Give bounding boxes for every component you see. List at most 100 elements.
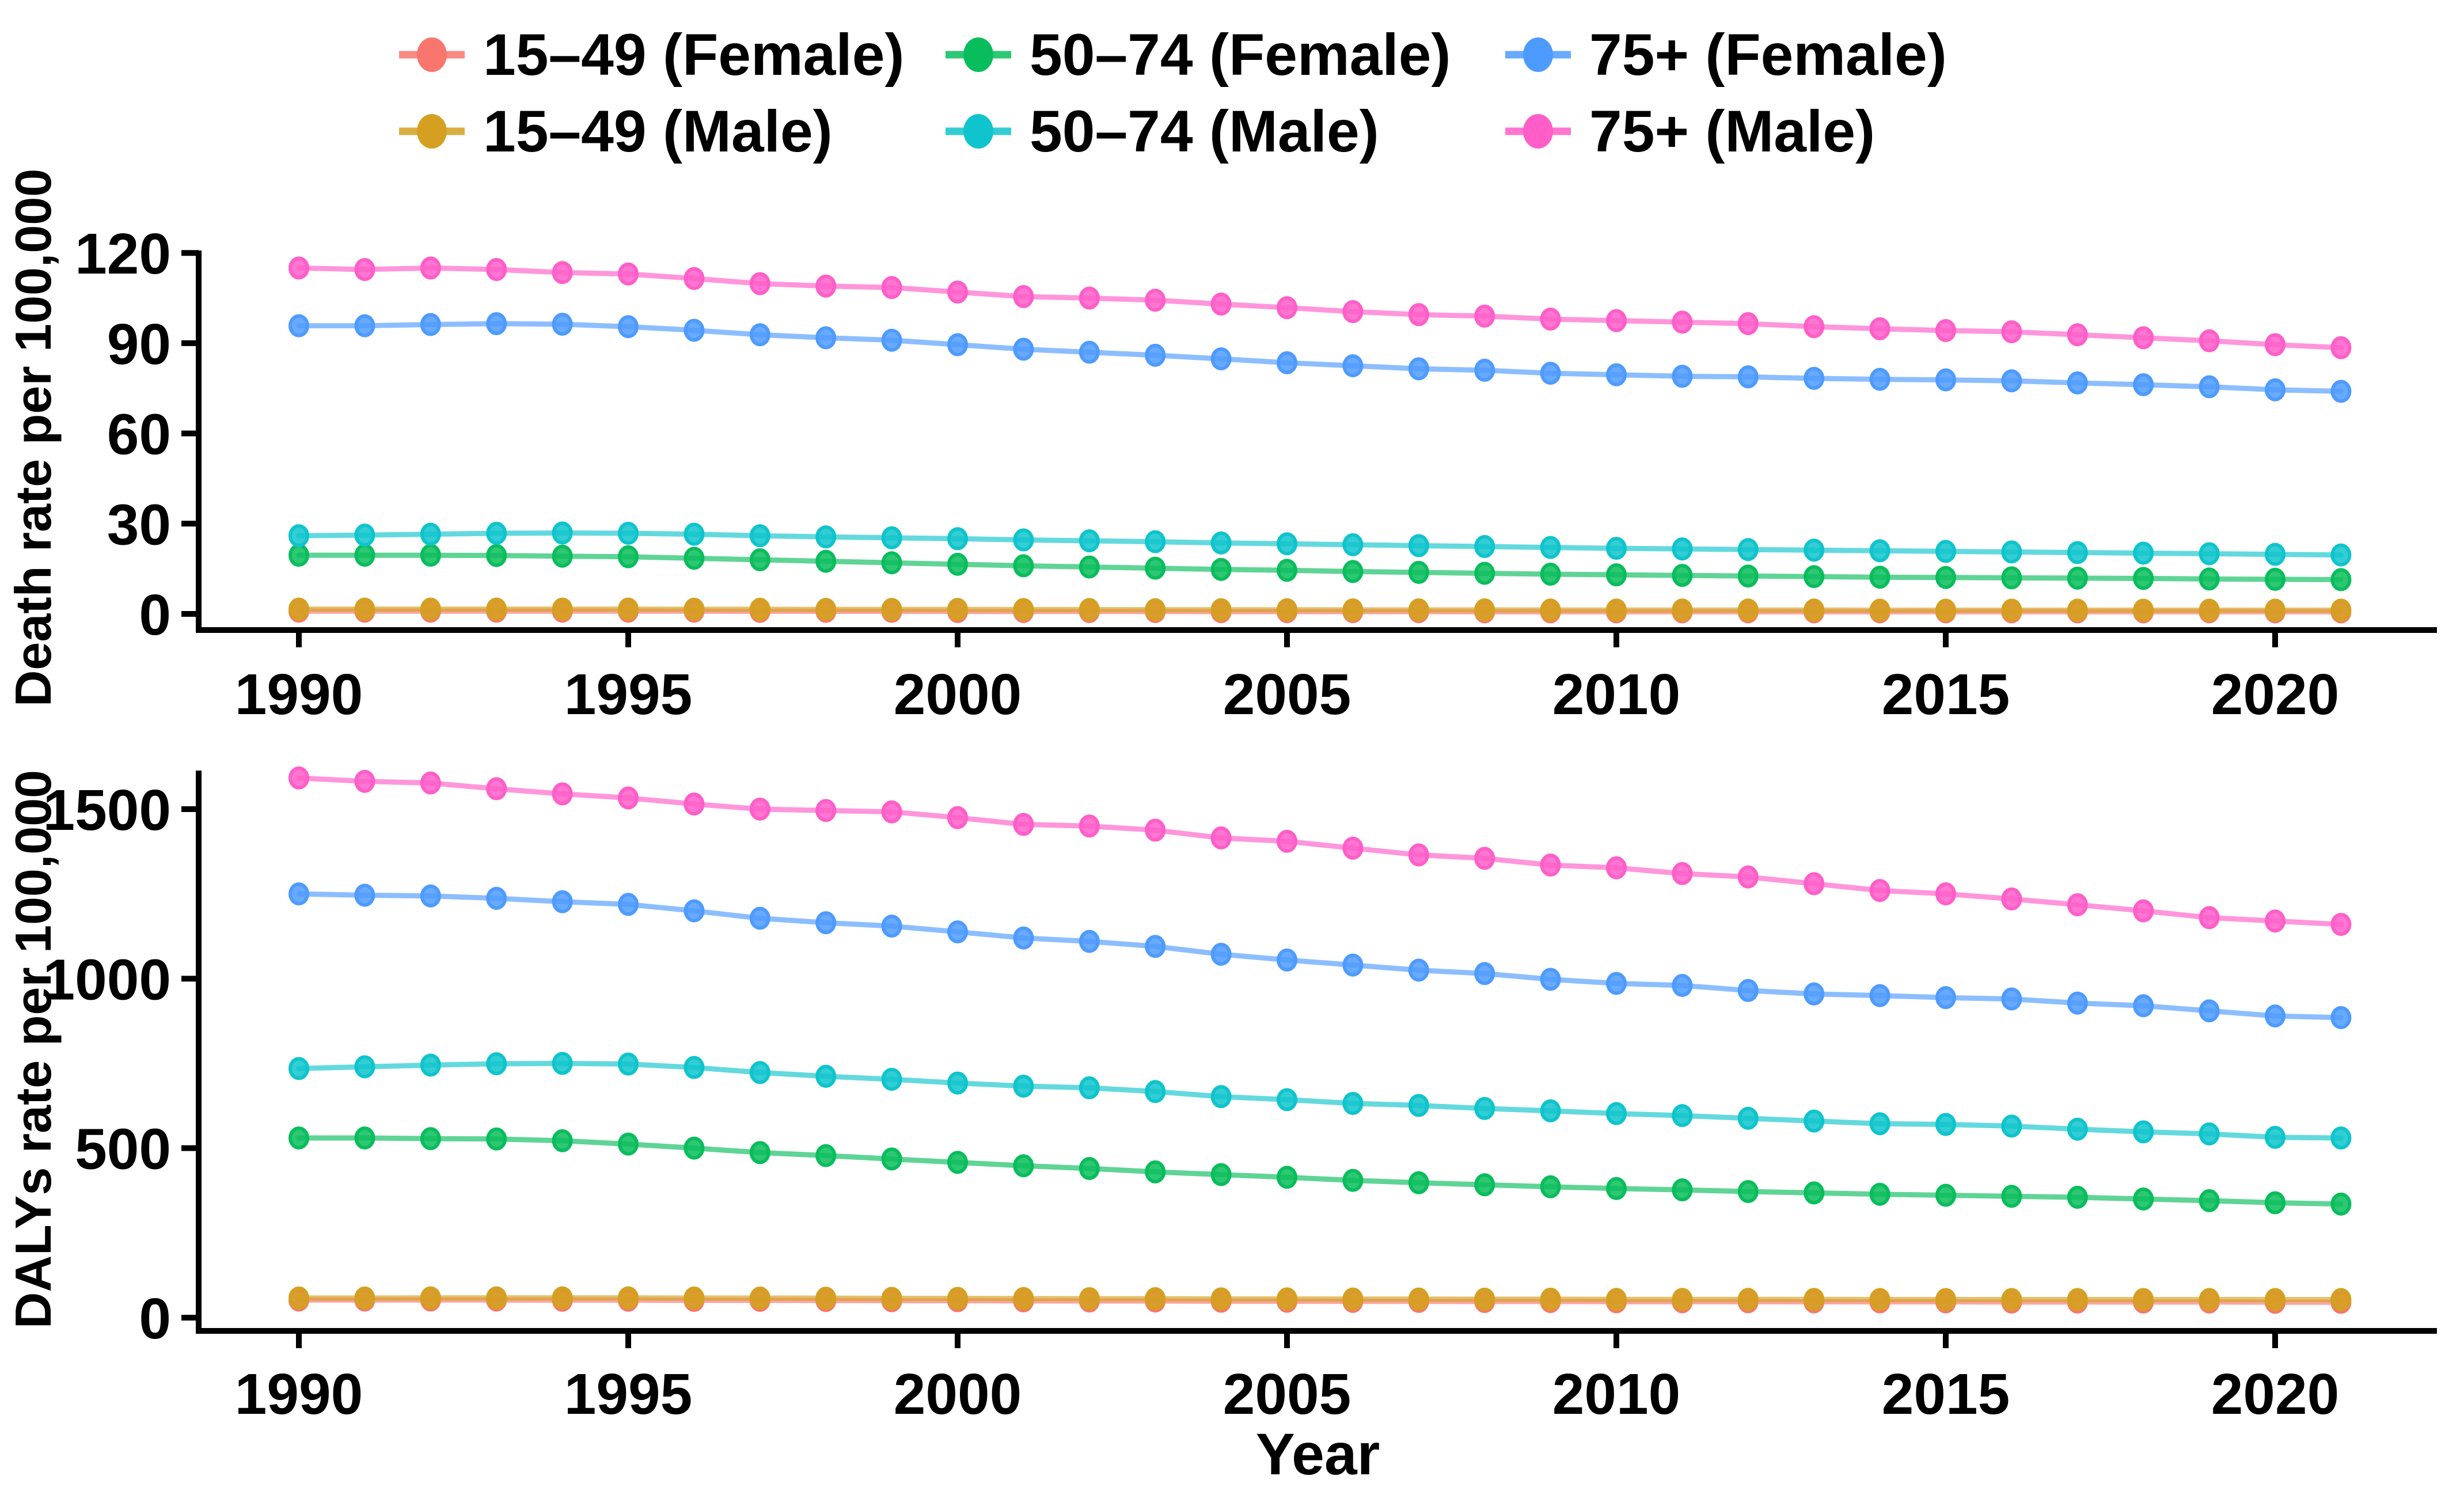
series-point-75plus-female [420,313,441,336]
series-point-15-49-male [1145,1287,1166,1311]
x-tick-label: 1990 [235,1362,363,1426]
series-point-75plus-male [684,792,705,816]
series-point-50-74-female [1672,564,1693,587]
series-point-15-49-male [2001,1288,2022,1311]
series-point-75plus-male [947,280,968,304]
series-point-75plus-female [881,915,902,938]
series-point-50-74-male [1606,537,1627,560]
y-axis-title: DALYs rate per 100,000 [5,770,62,1329]
legend-label: 15–49 (Female) [483,22,905,88]
series-point-15-49-male [1277,1287,1297,1311]
series-point-75plus-female [749,906,770,930]
series-point-75plus-male [1210,826,1232,850]
series-point-75plus-female [1342,953,1364,977]
legend-line-dot-icon [399,114,465,149]
series-point-75plus-female [815,911,837,935]
x-tick-label: 2020 [2211,662,2339,727]
series-point-15-49-male [881,598,902,621]
series-point-75plus-male [1210,293,1232,316]
series-point-75plus-male [1869,879,1890,902]
series-line-50-74-female [296,552,2344,582]
series-point-50-74-female [1408,560,1429,584]
series-point-50-74-male [2001,1114,2022,1138]
series-point-50-74-female [1474,562,1495,585]
x-tick-label: 2000 [894,662,1022,727]
series-point-15-49-male [420,1286,441,1310]
x-tick-label: 1995 [564,662,692,727]
series-point-75plus-female [1408,357,1429,381]
series-point-75plus-male [1804,872,1825,896]
series-point-50-74-female [1540,1175,1561,1198]
series-point-75plus-male [1277,296,1297,320]
series-point-75plus-male [486,777,507,800]
series-point-75plus-female [354,314,375,337]
series-point-15-49-male [2067,598,2088,622]
series-point-50-74-male [1013,1074,1034,1098]
series-point-50-74-female [552,544,573,568]
series-point-75plus-female [684,318,705,342]
series-point-50-74-male [684,522,705,546]
series-line-75plus-male [296,265,2344,351]
x-tick-label: 2015 [1882,1362,2010,1426]
series-line-50-74-male [296,530,2344,558]
series-point-50-74-female [1013,1154,1034,1178]
series-point-15-49-male [1079,598,1100,621]
series-line-50-74-male [296,1060,2344,1141]
legend-label: 75+ (Female) [1589,22,1947,88]
series-point-15-49-male [1408,1287,1429,1311]
series-point-50-74-female [2330,568,2352,591]
series-point-50-74-male [2265,1125,2285,1149]
y-axis-title: Death rate per 100,000 [5,169,62,707]
series-point-15-49-male [1737,598,1759,622]
series-point-50-74-female [288,1126,309,1150]
series-point-50-74-male [947,527,968,551]
series-point-75plus-male [1935,882,1956,906]
series-point-75plus-male [1606,309,1627,332]
series-point-75plus-female [354,883,375,907]
series-point-15-49-male [1145,598,1166,621]
series-point-75plus-male [2265,333,2285,356]
series-point-75plus-female [1737,978,1759,1002]
series-point-75plus-female [1540,362,1561,385]
series-point-75plus-male [1672,862,1693,885]
series-point-50-74-female [288,544,309,567]
series-point-50-74-female [947,552,968,576]
series-point-50-74-male [2330,1126,2352,1150]
y-tick-label: 30 [107,492,171,557]
series-point-75plus-male [2265,909,2285,933]
series-point-15-49-male [354,1286,375,1310]
series-point-50-74-male [1869,539,1890,563]
series-point-75plus-female [618,315,639,339]
series-point-50-74-female [1408,1171,1429,1194]
series-point-75plus-female [2001,369,2022,393]
series-point-75plus-male [1737,865,1759,889]
series-point-75plus-female [947,920,968,944]
series-point-75plus-female [552,313,573,336]
series-point-15-49-male [1474,1287,1495,1311]
series-point-50-74-male [2067,541,2088,564]
series-point-15-49-male [1013,1287,1034,1310]
series-point-75plus-male [1013,813,1034,836]
series-point-50-74-male [947,1071,968,1095]
series-point-75plus-female [2265,378,2285,401]
series-point-50-74-female [2265,567,2285,591]
series-point-50-74-female [1145,1160,1166,1183]
series-point-50-74-female [2265,1191,2285,1215]
series-point-50-74-female [2133,567,2154,590]
series-point-75plus-male [1408,843,1429,867]
series-point-75plus-female [881,328,902,352]
x-tick-label: 2000 [894,1362,1022,1426]
series-point-50-74-male [1474,1097,1495,1120]
series-point-75plus-female [2199,375,2220,399]
series-point-50-74-male [618,522,639,545]
series-point-50-74-male [1606,1102,1627,1125]
series-point-75plus-female [1869,367,1890,391]
series-point-15-49-male [1540,1287,1561,1311]
series-point-15-49-male [1935,1288,1956,1311]
legend-label: 50–74 (Female) [1030,22,1451,88]
series-point-50-74-female [1079,1156,1100,1180]
legend-line-dot-icon [1505,37,1571,72]
series-point-50-74-male [1342,1091,1364,1115]
series-point-50-74-female [1737,564,1759,588]
